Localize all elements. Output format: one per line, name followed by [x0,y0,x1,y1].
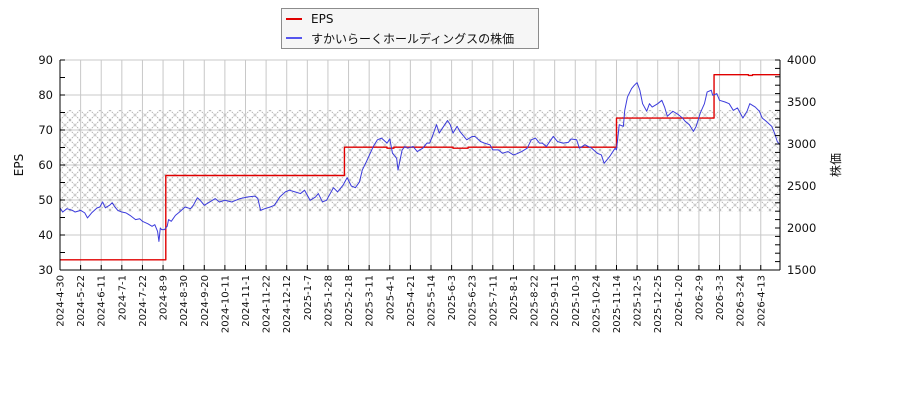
x-tick-label: 2025-12-5 [633,275,644,327]
x-tick-label: 2026-2-9 [694,275,705,320]
eps-line [60,74,780,261]
x-tick-label: 2025-1-7 [303,275,314,320]
legend-item-stock-price: すかいらーくホールディングスの株価 [286,29,514,47]
x-tick-label: 2025-10-24 [591,275,602,333]
right-tick-label: 2500 [787,179,816,193]
x-tick-label: 2026-4-13 [756,275,767,327]
x-tick-label: 2024-5-22 [76,275,87,327]
legend-label: EPS [311,12,334,26]
left-tick-label: 70 [38,123,53,137]
x-tick-label: 2024-11-1 [241,275,252,327]
right-axis-title: 株価 [828,153,843,177]
legend: EPS すかいらーくホールディングスの株価 [281,8,539,49]
legend-item-eps: EPS [286,10,333,28]
series-layer [59,74,781,261]
x-tick-label: 2024-9-20 [200,275,211,327]
x-tick-label: 2025-6-3 [447,275,458,320]
left-tick-label: 90 [38,53,53,67]
x-tick-label: 2026-1-20 [674,275,685,327]
x-tick-label: 2025-10-3 [571,275,582,327]
right-tick-label: 3000 [787,137,816,151]
legend-swatch-eps-icon [286,18,302,20]
gridlines [59,59,780,271]
x-tick-label: 2024-10-11 [220,275,231,333]
x-tick-label: 2024-8-30 [179,275,190,327]
stock-price-line [59,82,781,242]
x-tick-label: 2026-3-24 [736,275,747,327]
x-tick-label: 2025-8-1 [509,275,520,320]
x-tick-label: 2024-12-12 [282,275,293,333]
x-tick-label: 2024-7-22 [138,275,149,327]
right-tick-label: 1500 [787,263,816,277]
x-tick-label: 2025-6-23 [468,275,479,327]
x-tick-label: 2024-8-9 [159,275,170,320]
axes: 2024-4-30 2024-5-22 2024-6-11 2024-7-1 2024-… [38,53,816,333]
right-tick-label: 2000 [787,221,816,235]
shaded-band-layer [60,110,780,212]
legend-swatch-price-icon [286,37,302,39]
left-axis-title: EPS [12,154,26,176]
x-tick-label: 2026-3-3 [715,275,726,320]
x-tick-label: 2025-12-25 [653,275,664,333]
right-tick-label: 4000 [787,53,816,67]
x-tick-label: 2025-11-14 [612,275,623,333]
x-tick-label: 2025-5-14 [426,275,437,327]
x-tick-label: 2025-9-11 [550,275,561,327]
x-tick-label: 2025-3-11 [365,275,376,327]
left-tick-label: 60 [38,158,53,172]
x-tick-label: 2024-11-22 [262,275,273,333]
left-tick-label: 30 [38,263,53,277]
right-tick-label: 3500 [787,95,816,109]
x-tick-label: 2025-8-22 [530,275,541,327]
x-tick-label: 2025-4-1 [385,275,396,320]
left-tick-label: 40 [38,228,53,242]
x-tick-label: 2025-1-28 [323,275,334,327]
hatched-band [60,110,780,212]
x-tick-label: 2025-4-21 [406,275,417,327]
left-tick-label: 80 [38,88,53,102]
x-tick-label: 2025-7-11 [488,275,499,327]
x-tick-label: 2024-4-30 [56,275,67,327]
x-tick-label: 2024-6-11 [97,275,108,327]
left-tick-label: 50 [38,193,53,207]
x-tick-label: 2024-7-1 [117,275,128,320]
x-tick-label: 2025-2-18 [344,275,355,327]
legend-label: すかいらーくホールディングスの株価 [311,31,515,46]
